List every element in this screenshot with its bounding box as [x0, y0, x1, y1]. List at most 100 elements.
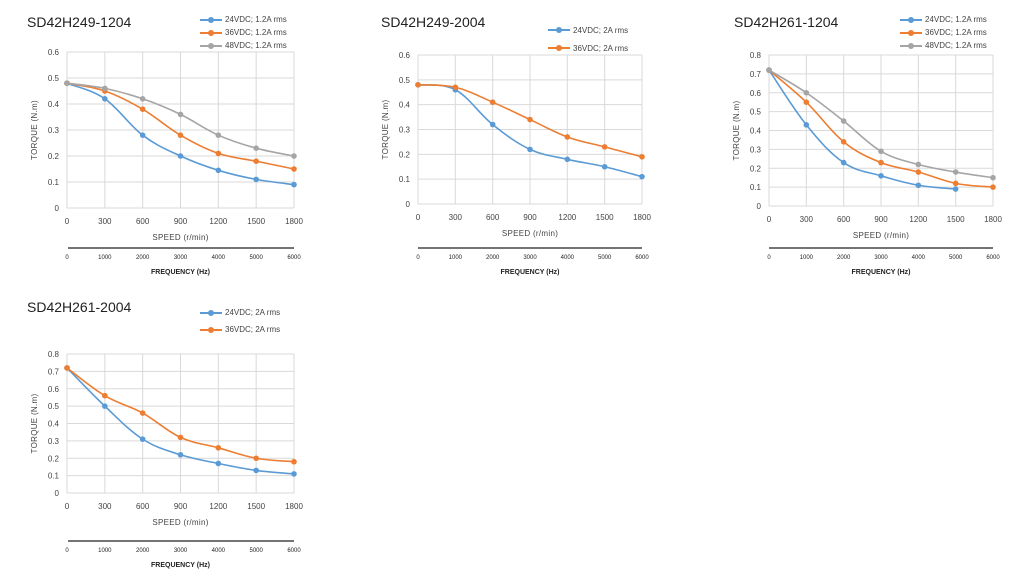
frequency-tick-label: 1000 — [98, 548, 112, 554]
legend-swatch-gray — [200, 42, 222, 50]
chart-legend: 24VDC; 1.2A rms 36VDC; 1.2A rms 48VDC; 1… — [900, 13, 987, 52]
data-point-orange — [415, 82, 421, 88]
frequency-tick-label: 3000 — [874, 255, 888, 261]
x-tick-label: 0 — [416, 213, 421, 222]
data-point-gray — [952, 169, 959, 175]
x-tick-label: 900 — [523, 213, 537, 222]
chart-legend: 24VDC; 2A rms 36VDC; 2A rms — [548, 21, 628, 57]
x-tick-label: 1200 — [209, 217, 227, 226]
legend-swatch-blue — [548, 26, 570, 34]
data-point-gray — [64, 80, 70, 86]
legend-label: 24VDC; 1.2A rms — [225, 15, 287, 24]
data-point-blue — [564, 156, 571, 163]
x-tick-label: 900 — [874, 215, 888, 224]
frequency-tick-label: 0 — [767, 255, 771, 261]
y-tick-label: 0.2 — [750, 164, 762, 173]
frequency-axis-title: FREQUENCY (Hz) — [501, 269, 560, 276]
x-tick-label: 300 — [98, 502, 112, 511]
x-tick-label: 600 — [136, 217, 150, 226]
frequency-tick-label: 3000 — [523, 255, 537, 261]
chart-sd42h249-1204: SD42H249-1204 24VDC; 1.2A rms 36VDC; 1.2… — [0, 0, 340, 290]
x-tick-label: 0 — [65, 502, 70, 511]
y-tick-label: 0.6 — [399, 51, 411, 60]
legend-label: 36VDC; 1.2A rms — [925, 28, 987, 37]
frequency-axis-title: FREQUENCY (Hz) — [151, 562, 210, 569]
torque-speed-plot: 0 0.1 0.2 0.3 0.4 0.5 0.6 0 300 600 900 1200 1500 180… — [30, 48, 303, 276]
frequency-tick-label: 4000 — [561, 255, 575, 261]
y-tick-label: 0.8 — [48, 350, 60, 359]
data-point-blue — [215, 460, 222, 467]
y-tick-label: 0.2 — [399, 150, 411, 159]
data-point-blue — [215, 167, 222, 174]
frequency-tick-label: 2000 — [837, 255, 851, 261]
legend-item: 36VDC; 1.2A rms — [900, 26, 987, 39]
data-point-blue — [139, 132, 146, 138]
y-tick-label: 0.1 — [399, 175, 411, 184]
data-point-orange — [452, 84, 459, 91]
x-axis-title: SPEED (r/min) — [853, 231, 909, 240]
data-point-orange — [639, 154, 645, 160]
y-tick-label: 0.5 — [750, 108, 762, 117]
data-point-blue — [639, 173, 645, 180]
frequency-tick-label: 3000 — [174, 255, 188, 261]
data-point-blue — [291, 181, 297, 188]
data-point-gray — [102, 85, 108, 92]
x-tick-label: 300 — [800, 215, 814, 224]
frequency-tick-label: 5000 — [249, 548, 263, 554]
frequency-tick-label: 6000 — [287, 548, 301, 554]
x-tick-label: 600 — [837, 215, 851, 224]
y-axis-title: TORQUE (N.m) — [30, 100, 39, 160]
y-tick-label: 0 — [757, 202, 762, 211]
legend-label: 24VDC; 1.2A rms — [925, 15, 987, 24]
data-point-blue — [253, 176, 259, 183]
frequency-tick-label: 6000 — [635, 255, 649, 261]
legend-label: 36VDC; 2A rms — [573, 43, 629, 53]
frequency-tick-label: 4000 — [212, 548, 226, 554]
data-point-blue — [915, 182, 922, 189]
data-point-blue — [253, 467, 259, 474]
y-tick-label: 0.6 — [48, 385, 60, 394]
data-point-orange — [64, 365, 70, 371]
chart-title: SD42H249-2004 — [381, 14, 486, 30]
frequency-tick-label: 0 — [416, 255, 420, 261]
legend-swatch-orange — [200, 29, 222, 37]
frequency-tick-label: 6000 — [287, 255, 301, 261]
x-tick-label: 1500 — [596, 213, 614, 222]
frequency-tick-label: 1000 — [98, 255, 112, 261]
y-tick-label: 0.1 — [48, 178, 60, 187]
series-line-blue — [768, 69, 956, 190]
data-point-orange — [291, 166, 297, 172]
data-point-orange — [215, 150, 222, 157]
legend-label: 36VDC; 1.2A rms — [225, 28, 287, 37]
legend-label: 24VDC; 2A rms — [225, 308, 281, 317]
data-point-blue — [139, 436, 146, 442]
data-point-blue — [177, 153, 184, 159]
chart-legend: 24VDC; 1.2A rms 36VDC; 1.2A rms 48VDC; 1… — [200, 13, 287, 52]
y-tick-label: 0 — [55, 489, 60, 498]
y-tick-label: 0.4 — [750, 127, 762, 136]
y-tick-label: 0.6 — [750, 89, 762, 98]
legend-label: 48VDC; 1.2A rms — [225, 41, 287, 50]
y-tick-label: 0.3 — [399, 126, 411, 135]
legend-item: 24VDC; 2A rms — [200, 304, 280, 321]
x-axis-title: SPEED (r/min) — [152, 518, 208, 527]
y-tick-label: 0.3 — [48, 126, 60, 135]
data-point-blue — [601, 163, 608, 170]
y-tick-label: 0.1 — [48, 472, 60, 481]
x-tick-label: 300 — [449, 213, 463, 222]
legend-swatch-orange — [200, 326, 222, 334]
data-point-gray — [253, 145, 259, 151]
torque-speed-plot: 0 0.1 0.2 0.3 0.4 0.5 0.6 0.7 0.8 0 300 600 900 1200 1… — [30, 350, 303, 569]
data-point-blue — [102, 403, 108, 409]
chart-sd42h249-2004: SD42H249-2004 24VDC; 2A rms 36VDC; 2A rm… — [350, 0, 690, 290]
data-point-gray — [803, 89, 810, 96]
legend-swatch-orange — [900, 29, 922, 37]
torque-speed-plot: 0 0.1 0.2 0.3 0.4 0.5 0.6 0.7 0.8 0 300 600 900 1200 1… — [732, 51, 1002, 276]
y-tick-label: 0 — [55, 204, 60, 213]
x-axis-title: SPEED (r/min) — [502, 229, 558, 238]
y-tick-label: 0.5 — [399, 76, 411, 85]
legend-label: 48VDC; 1.2A rms — [925, 41, 987, 50]
data-point-blue — [102, 96, 108, 102]
y-tick-label: 0.2 — [48, 454, 60, 463]
legend-swatch-blue — [900, 16, 922, 24]
